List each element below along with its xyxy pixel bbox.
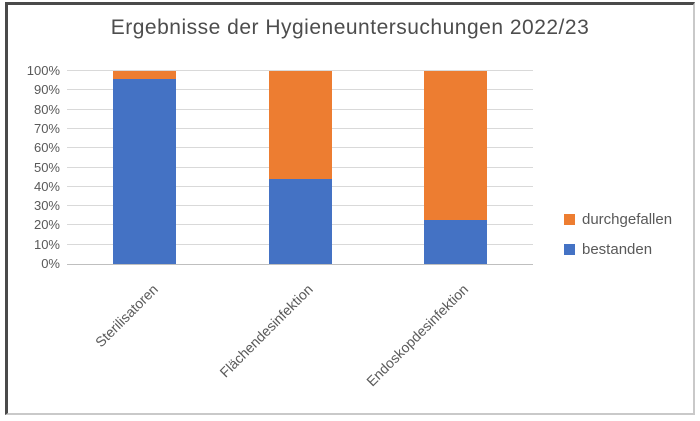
bar-segment-durchgefallen xyxy=(113,71,177,79)
legend-swatch-durchgefallen-icon xyxy=(564,214,575,225)
y-axis-tick-label: 30% xyxy=(33,198,60,214)
bar-segment-durchgefallen xyxy=(268,71,332,180)
y-axis-tick-label: 0% xyxy=(41,256,60,271)
legend-label-durchgefallen: durchgefallen xyxy=(582,211,673,228)
y-axis-tick-label: 60% xyxy=(33,140,60,156)
x-axis-line xyxy=(67,264,533,265)
y-axis-tick-label: 70% xyxy=(33,120,60,136)
bar-segment-bestanden xyxy=(268,179,332,264)
legend-item-bestanden: bestanden xyxy=(564,241,672,258)
x-axis-category-label: Sterilisatoren xyxy=(91,281,161,351)
gridline xyxy=(67,70,533,71)
plot-area xyxy=(67,70,533,265)
legend-label-bestanden: bestanden xyxy=(582,241,653,258)
chart-title: Ergebnisse der Hygieneuntersuchungen 202… xyxy=(110,16,590,39)
x-axis-category-label: Endoskopdesinfektion xyxy=(363,281,472,390)
bar-segment-bestanden xyxy=(113,78,177,264)
y-axis-tick-label: 100% xyxy=(26,63,60,78)
y-axis-tick-label: 40% xyxy=(33,178,60,194)
legend-swatch-bestanden-icon xyxy=(564,244,575,255)
y-axis-tick-label: 50% xyxy=(33,159,60,175)
x-axis-category-label: Flächendesinfektion xyxy=(216,281,317,381)
y-axis-tick-label: 10% xyxy=(33,236,60,252)
y-axis: 0% 10% 20% 30% 40% 50% 60% 70% 80% 90% 100% xyxy=(0,64,60,271)
legend-item-durchgefallen: durchgefallen xyxy=(564,211,672,228)
bar-segment-durchgefallen xyxy=(423,71,487,220)
y-axis-tick-label: 20% xyxy=(33,217,60,233)
bar-segment-bestanden xyxy=(423,219,487,264)
y-axis-tick-label: 90% xyxy=(33,82,60,98)
y-axis-tick-label: 80% xyxy=(33,101,60,117)
legend: durchgefallen bestanden xyxy=(564,211,672,271)
